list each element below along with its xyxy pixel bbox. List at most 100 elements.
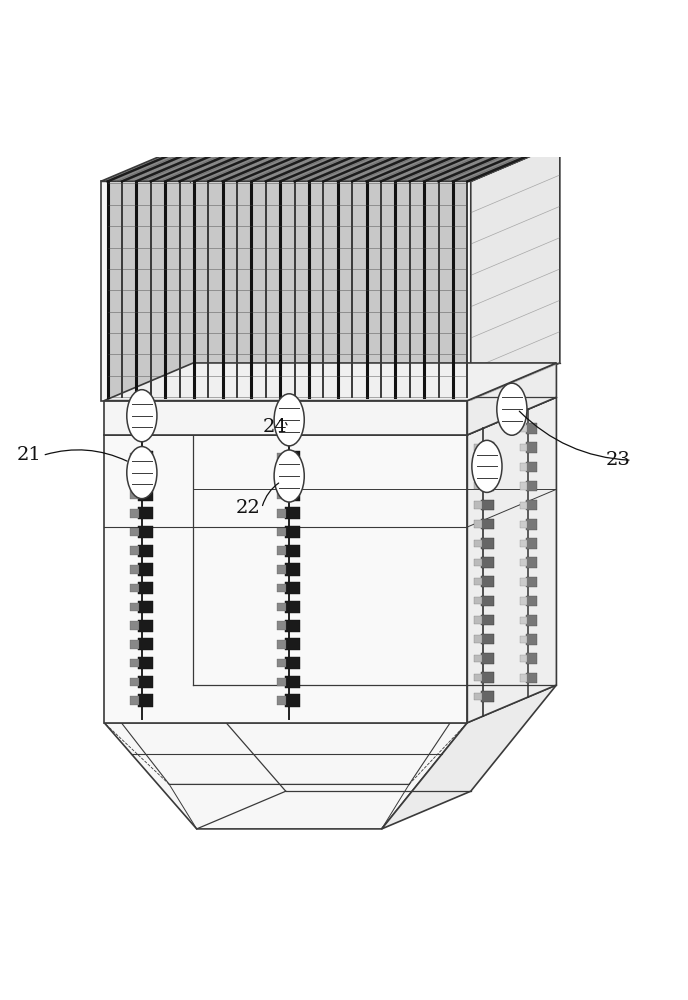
Polygon shape	[277, 472, 286, 480]
Polygon shape	[286, 470, 300, 482]
Polygon shape	[129, 509, 139, 518]
Polygon shape	[100, 144, 560, 181]
Polygon shape	[481, 691, 495, 702]
Polygon shape	[104, 363, 557, 401]
Polygon shape	[138, 582, 153, 594]
Polygon shape	[526, 500, 537, 510]
Polygon shape	[481, 672, 495, 683]
Ellipse shape	[274, 450, 304, 502]
Polygon shape	[286, 657, 300, 669]
Polygon shape	[138, 563, 153, 576]
Polygon shape	[520, 636, 527, 643]
Polygon shape	[138, 545, 153, 557]
Polygon shape	[277, 678, 286, 686]
Polygon shape	[277, 696, 286, 705]
Ellipse shape	[274, 394, 304, 446]
Polygon shape	[526, 596, 537, 606]
Polygon shape	[520, 655, 527, 662]
Polygon shape	[473, 597, 482, 604]
Polygon shape	[129, 621, 139, 630]
Text: 24: 24	[263, 418, 288, 436]
Polygon shape	[129, 640, 139, 649]
Polygon shape	[520, 578, 527, 586]
Polygon shape	[481, 576, 495, 587]
Polygon shape	[286, 488, 300, 501]
Polygon shape	[520, 521, 527, 528]
Polygon shape	[129, 472, 139, 480]
Polygon shape	[481, 500, 495, 510]
Polygon shape	[277, 509, 286, 518]
Polygon shape	[129, 659, 139, 667]
Polygon shape	[473, 578, 482, 585]
Polygon shape	[138, 694, 153, 707]
Text: 22: 22	[236, 499, 261, 517]
Polygon shape	[277, 659, 286, 667]
Polygon shape	[520, 540, 527, 547]
Polygon shape	[473, 655, 482, 662]
Polygon shape	[526, 577, 537, 587]
Polygon shape	[138, 601, 153, 613]
Polygon shape	[277, 528, 286, 536]
Polygon shape	[107, 183, 467, 397]
Ellipse shape	[127, 390, 157, 442]
Polygon shape	[526, 538, 537, 549]
Polygon shape	[286, 507, 300, 519]
Polygon shape	[382, 685, 557, 829]
Polygon shape	[526, 481, 537, 491]
Polygon shape	[473, 693, 482, 700]
Polygon shape	[481, 538, 495, 549]
Polygon shape	[481, 634, 495, 644]
Polygon shape	[526, 442, 537, 453]
Polygon shape	[277, 621, 286, 630]
Ellipse shape	[127, 447, 157, 499]
Polygon shape	[481, 615, 495, 625]
Polygon shape	[277, 546, 286, 555]
Polygon shape	[520, 674, 527, 682]
Polygon shape	[129, 546, 139, 555]
Polygon shape	[526, 653, 537, 664]
Polygon shape	[129, 584, 139, 592]
Polygon shape	[520, 617, 527, 624]
Polygon shape	[286, 545, 300, 557]
Polygon shape	[138, 676, 153, 688]
Polygon shape	[520, 559, 527, 566]
Polygon shape	[481, 461, 495, 472]
Ellipse shape	[497, 383, 527, 435]
Polygon shape	[473, 559, 482, 566]
Polygon shape	[138, 470, 153, 482]
Polygon shape	[129, 696, 139, 705]
Polygon shape	[286, 638, 300, 650]
Polygon shape	[526, 423, 537, 434]
Polygon shape	[129, 603, 139, 611]
Polygon shape	[473, 616, 482, 624]
Polygon shape	[129, 453, 139, 461]
Polygon shape	[520, 482, 527, 490]
Polygon shape	[104, 397, 557, 435]
Polygon shape	[129, 490, 139, 499]
Polygon shape	[286, 563, 300, 576]
Polygon shape	[526, 634, 537, 645]
Polygon shape	[286, 526, 300, 538]
Polygon shape	[481, 596, 495, 606]
Polygon shape	[526, 462, 537, 472]
Polygon shape	[138, 638, 153, 650]
Polygon shape	[277, 453, 286, 461]
Polygon shape	[520, 502, 527, 509]
Polygon shape	[473, 482, 482, 489]
Polygon shape	[481, 653, 495, 664]
Polygon shape	[526, 615, 537, 626]
Polygon shape	[520, 597, 527, 605]
Polygon shape	[526, 557, 537, 568]
Polygon shape	[286, 620, 300, 632]
Polygon shape	[129, 678, 139, 686]
Polygon shape	[520, 425, 527, 432]
Polygon shape	[138, 507, 153, 519]
Polygon shape	[129, 528, 139, 536]
Polygon shape	[473, 501, 482, 509]
Polygon shape	[520, 444, 527, 451]
Polygon shape	[467, 363, 557, 435]
Polygon shape	[138, 488, 153, 501]
Polygon shape	[277, 603, 286, 611]
Polygon shape	[138, 657, 153, 669]
Polygon shape	[481, 557, 495, 568]
